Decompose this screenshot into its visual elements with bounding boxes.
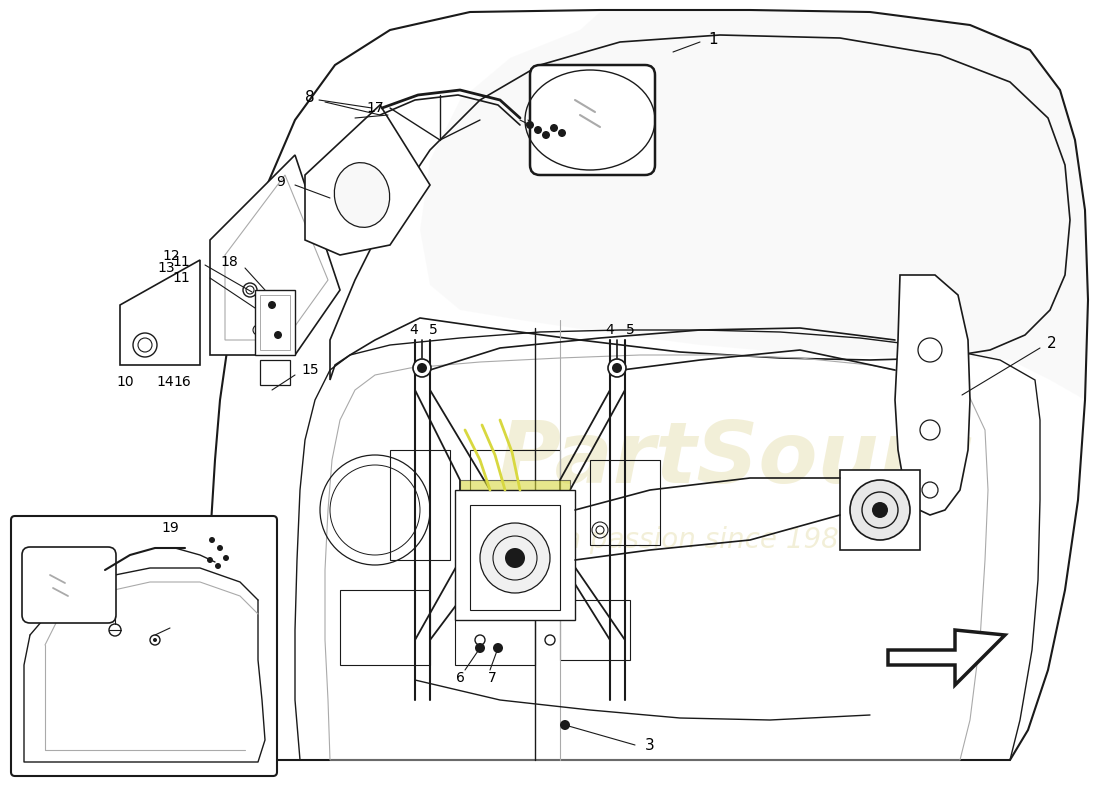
Circle shape — [608, 359, 626, 377]
Polygon shape — [460, 480, 570, 560]
Text: 15: 15 — [301, 363, 319, 377]
Circle shape — [850, 480, 910, 540]
Polygon shape — [888, 630, 1005, 685]
Text: 19: 19 — [161, 521, 179, 535]
Circle shape — [150, 635, 160, 645]
Text: 18: 18 — [220, 255, 238, 269]
Polygon shape — [210, 155, 340, 355]
Text: 4: 4 — [409, 323, 418, 337]
Circle shape — [209, 537, 214, 543]
Text: 13: 13 — [157, 261, 175, 275]
Circle shape — [153, 638, 157, 642]
Circle shape — [560, 720, 570, 730]
Text: 11: 11 — [173, 271, 190, 285]
Circle shape — [412, 359, 431, 377]
Text: 10: 10 — [117, 375, 134, 389]
Polygon shape — [895, 275, 970, 515]
Text: a passion since 1985: a passion since 1985 — [564, 526, 856, 554]
Polygon shape — [260, 360, 290, 385]
Text: 16: 16 — [173, 375, 191, 389]
Circle shape — [505, 548, 525, 568]
FancyBboxPatch shape — [22, 547, 115, 623]
Text: PartSourc: PartSourc — [497, 418, 972, 502]
Text: 5: 5 — [626, 323, 635, 337]
Text: 7: 7 — [487, 671, 496, 685]
Circle shape — [480, 523, 550, 593]
Text: 11: 11 — [173, 255, 190, 269]
Circle shape — [493, 643, 503, 653]
Circle shape — [217, 545, 223, 551]
Circle shape — [558, 129, 566, 137]
Polygon shape — [420, 10, 1088, 400]
Text: 17: 17 — [366, 101, 384, 115]
Circle shape — [534, 126, 542, 134]
Circle shape — [526, 121, 534, 129]
Text: 2: 2 — [1047, 337, 1057, 351]
Polygon shape — [120, 260, 200, 365]
Text: 4: 4 — [606, 323, 615, 337]
Circle shape — [223, 555, 229, 561]
Circle shape — [207, 557, 213, 563]
Circle shape — [475, 635, 485, 645]
Polygon shape — [305, 105, 430, 255]
FancyBboxPatch shape — [530, 65, 654, 175]
Polygon shape — [840, 470, 920, 550]
Circle shape — [258, 304, 271, 316]
Circle shape — [475, 643, 485, 653]
Circle shape — [550, 124, 558, 132]
Text: 3: 3 — [645, 738, 654, 753]
Ellipse shape — [334, 162, 389, 227]
Polygon shape — [455, 490, 575, 620]
Circle shape — [274, 331, 282, 339]
Circle shape — [243, 283, 257, 297]
FancyBboxPatch shape — [11, 516, 277, 776]
Polygon shape — [255, 290, 295, 355]
Text: 14: 14 — [156, 375, 174, 389]
Text: 9: 9 — [276, 175, 285, 189]
Text: 6: 6 — [455, 671, 464, 685]
Circle shape — [544, 635, 556, 645]
Circle shape — [612, 363, 621, 373]
Text: 1: 1 — [708, 33, 718, 47]
Text: 5: 5 — [429, 323, 438, 337]
Circle shape — [542, 131, 550, 139]
Circle shape — [253, 325, 263, 335]
Circle shape — [872, 502, 888, 518]
Circle shape — [268, 301, 276, 309]
Circle shape — [214, 563, 221, 569]
Text: 8: 8 — [306, 90, 315, 106]
Text: 12: 12 — [163, 249, 180, 263]
Circle shape — [417, 363, 427, 373]
